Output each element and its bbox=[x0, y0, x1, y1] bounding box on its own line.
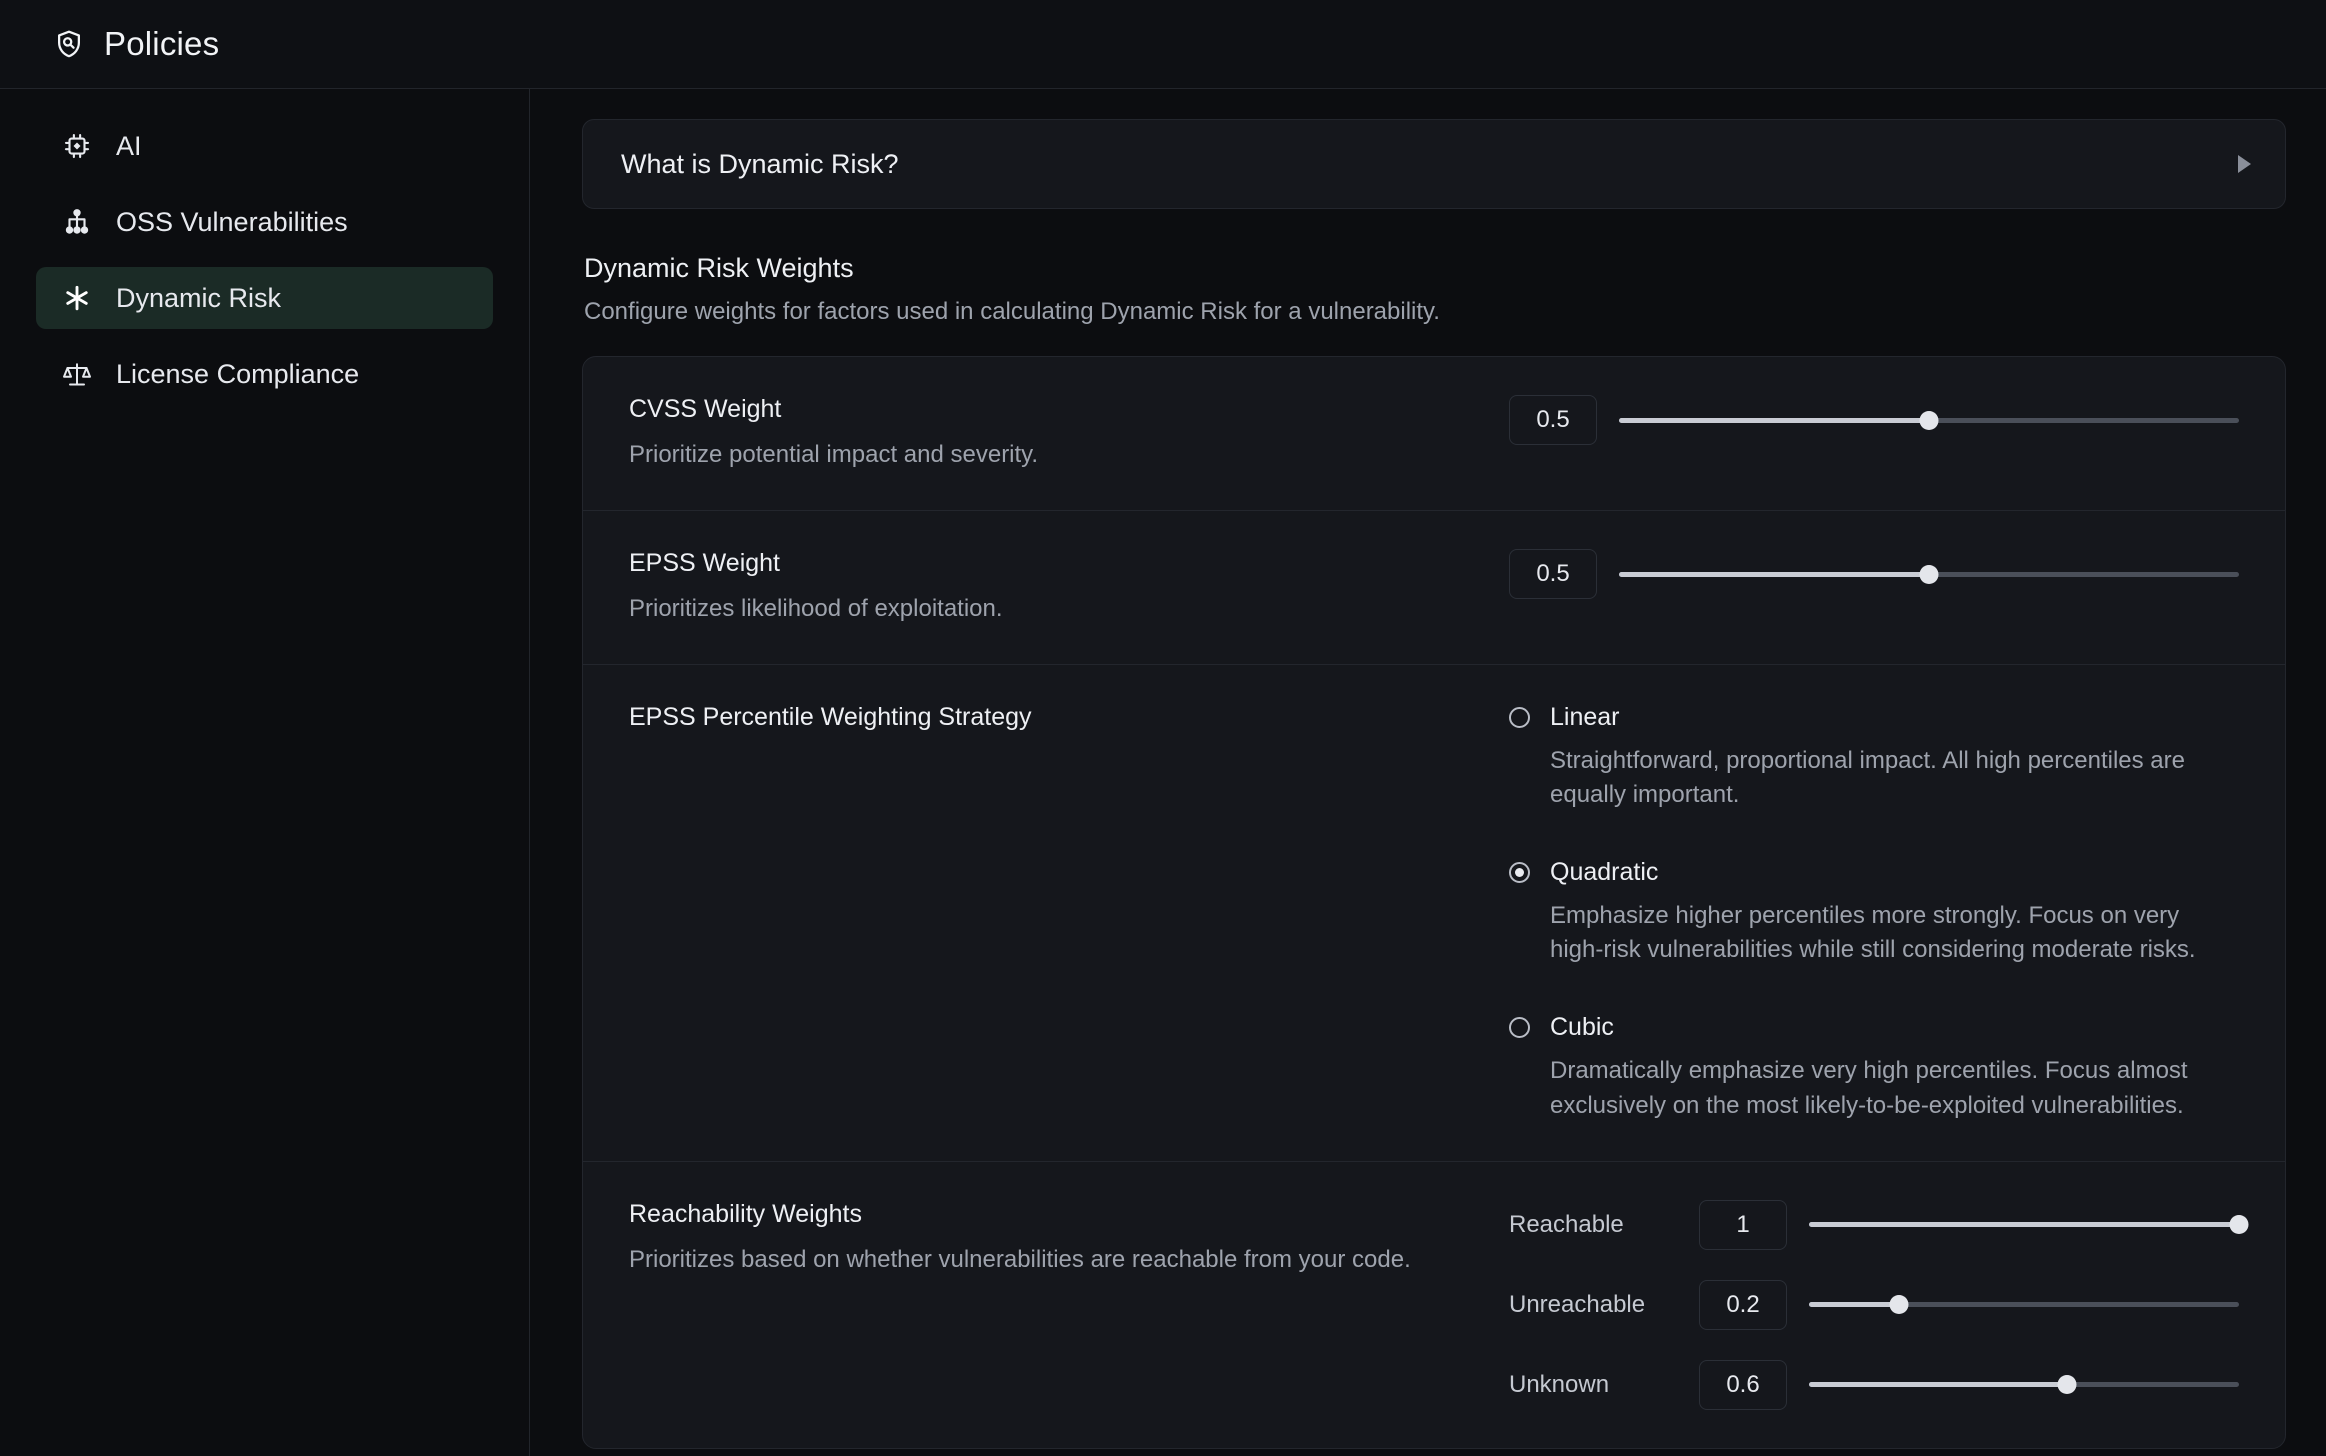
reachability-row-label: Unknown bbox=[1509, 1370, 1610, 1398]
radio-option-cubic[interactable]: Cubic Dramatically emphasize very high p… bbox=[1509, 1013, 2239, 1122]
slider-fill bbox=[1809, 1302, 1900, 1308]
slider-fill bbox=[1809, 1382, 2067, 1388]
reachability-row-label: Reachable bbox=[1509, 1210, 1624, 1238]
accordion-title: What is Dynamic Risk? bbox=[621, 148, 899, 179]
weights-card: CVSS Weight Prioritize potential impact … bbox=[582, 356, 2286, 1449]
reachability-row-reachable: Reachable 1 bbox=[1509, 1199, 2249, 1250]
section-header: Dynamic Risk Weights Configure weights f… bbox=[584, 253, 2286, 326]
reachability-slider-list: Reachable 1 Unreachable 0.2 bbox=[1509, 1199, 2249, 1410]
radio-button-linear[interactable] bbox=[1509, 707, 1530, 729]
section-subtitle: Configure weights for factors used in ca… bbox=[584, 298, 1440, 325]
sidebar-item-oss-vulnerabilities[interactable]: OSS Vulnerabilities bbox=[36, 191, 493, 253]
cvss-weight-row: CVSS Weight Prioritize potential impact … bbox=[583, 357, 2285, 512]
slider-thumb[interactable] bbox=[1889, 1295, 1909, 1315]
reachability-description: Prioritizes based on whether vulnerabili… bbox=[629, 1245, 1411, 1273]
reachability-info: Reachability Weights Prioritizes based o… bbox=[629, 1200, 1509, 1277]
radio-option-quadratic[interactable]: Quadratic Emphasize higher percentiles m… bbox=[1509, 858, 2239, 967]
page-body: AI OSS Vulnerabilities bbox=[0, 89, 2326, 1456]
sidebar-item-dynamic-risk[interactable]: Dynamic Risk bbox=[36, 267, 493, 329]
sidebar: AI OSS Vulnerabilities bbox=[0, 89, 530, 1456]
radio-option-header[interactable]: Cubic bbox=[1509, 1013, 2239, 1042]
section-title: Dynamic Risk Weights bbox=[584, 253, 854, 283]
radio-button-cubic[interactable] bbox=[1509, 1017, 1530, 1039]
epss-strategy-row: EPSS Percentile Weighting Strategy Linea… bbox=[583, 665, 2285, 1162]
radio-label: Cubic bbox=[1550, 1013, 1614, 1042]
epss-weight-slider[interactable] bbox=[1619, 561, 2239, 587]
cvss-weight-description: Prioritize potential impact and severity… bbox=[629, 441, 1039, 468]
unreachable-input[interactable]: 0.2 bbox=[1699, 1279, 1787, 1330]
radio-option-header[interactable]: Quadratic bbox=[1509, 858, 2239, 887]
what-is-dynamic-risk-accordion[interactable]: What is Dynamic Risk? bbox=[582, 119, 2286, 209]
sidebar-item-label: License Compliance bbox=[116, 358, 360, 389]
reachability-row-label: Unreachable bbox=[1509, 1290, 1646, 1318]
main-content: What is Dynamic Risk? Dynamic Risk Weigh… bbox=[530, 89, 2326, 1456]
page-title-group: Policies bbox=[52, 25, 219, 63]
cvss-weight-label: CVSS Weight bbox=[629, 395, 782, 423]
radio-button-quadratic[interactable] bbox=[1509, 862, 1530, 884]
reachable-slider[interactable] bbox=[1809, 1212, 2249, 1238]
slider-track bbox=[1809, 1302, 2239, 1308]
reachability-controls: Reachable 1 Unreachable 0.2 bbox=[1509, 1199, 2249, 1410]
radio-label: Linear bbox=[1550, 703, 1620, 732]
unknown-slider[interactable] bbox=[1809, 1372, 2239, 1398]
epss-strategy-label: EPSS Percentile Weighting Strategy bbox=[629, 703, 1032, 732]
epss-weight-row: EPSS Weight Prioritizes likelihood of ex… bbox=[583, 511, 2285, 666]
epss-weight-info: EPSS Weight Prioritizes likelihood of ex… bbox=[629, 549, 1509, 626]
reachability-label: Reachability Weights bbox=[629, 1199, 862, 1228]
sidebar-item-label: OSS Vulnerabilities bbox=[116, 206, 348, 237]
slider-fill bbox=[1619, 417, 1929, 423]
slider-thumb[interactable] bbox=[1919, 410, 1939, 430]
radio-description: Emphasize higher percentiles more strong… bbox=[1550, 902, 2196, 964]
radio-description: Straightforward, proportional impact. Al… bbox=[1550, 747, 2185, 809]
epss-strategy-controls: Linear Straightforward, proportional imp… bbox=[1509, 703, 2239, 1122]
shield-search-icon bbox=[52, 27, 86, 61]
sidebar-item-license-compliance[interactable]: License Compliance bbox=[36, 343, 493, 405]
unknown-input[interactable]: 0.6 bbox=[1699, 1359, 1787, 1410]
cpu-chip-icon bbox=[60, 129, 94, 163]
sidebar-item-ai[interactable]: AI bbox=[36, 115, 493, 177]
cvss-weight-controls: 0.5 bbox=[1509, 395, 2239, 445]
hierarchy-tree-icon bbox=[60, 205, 94, 239]
epss-weight-label: EPSS Weight bbox=[629, 549, 781, 578]
top-bar: Policies bbox=[0, 0, 2326, 89]
slider-thumb[interactable] bbox=[2057, 1375, 2077, 1395]
epss-weight-controls: 0.5 bbox=[1509, 549, 2239, 600]
slider-fill bbox=[1619, 571, 1929, 577]
reachability-weights-row: Reachability Weights Prioritizes based o… bbox=[583, 1162, 2285, 1448]
scales-balance-icon bbox=[60, 357, 94, 391]
slider-fill bbox=[1809, 1222, 2239, 1228]
slider-thumb[interactable] bbox=[2229, 1215, 2249, 1235]
radio-option-linear[interactable]: Linear Straightforward, proportional imp… bbox=[1509, 703, 2239, 812]
cvss-weight-info: CVSS Weight Prioritize potential impact … bbox=[629, 395, 1509, 472]
epss-strategy-info: EPSS Percentile Weighting Strategy bbox=[629, 703, 1509, 746]
epss-strategy-radio-group: Linear Straightforward, proportional imp… bbox=[1509, 703, 2239, 1122]
radio-label: Quadratic bbox=[1550, 858, 1659, 887]
page-title: Policies bbox=[104, 25, 220, 62]
reachability-row-unknown: Unknown 0.6 bbox=[1509, 1359, 2239, 1410]
sidebar-item-label: Dynamic Risk bbox=[116, 282, 282, 313]
cvss-weight-input[interactable]: 0.5 bbox=[1509, 395, 1597, 445]
slider-thumb[interactable] bbox=[1919, 564, 1939, 584]
epss-weight-description: Prioritizes likelihood of exploitation. bbox=[629, 595, 1003, 623]
chevron-right-icon[interactable] bbox=[2238, 155, 2251, 173]
reachable-input[interactable]: 1 bbox=[1699, 1199, 1787, 1250]
asterisk-icon bbox=[60, 281, 94, 315]
cvss-weight-slider[interactable] bbox=[1619, 407, 2239, 433]
reachability-row-unreachable: Unreachable 0.2 bbox=[1509, 1279, 2239, 1330]
unreachable-slider[interactable] bbox=[1809, 1292, 2239, 1318]
radio-option-header[interactable]: Linear bbox=[1509, 703, 2239, 732]
epss-weight-input[interactable]: 0.5 bbox=[1509, 549, 1597, 600]
radio-description: Dramatically emphasize very high percent… bbox=[1550, 1057, 2188, 1119]
sidebar-item-label: AI bbox=[116, 130, 142, 161]
